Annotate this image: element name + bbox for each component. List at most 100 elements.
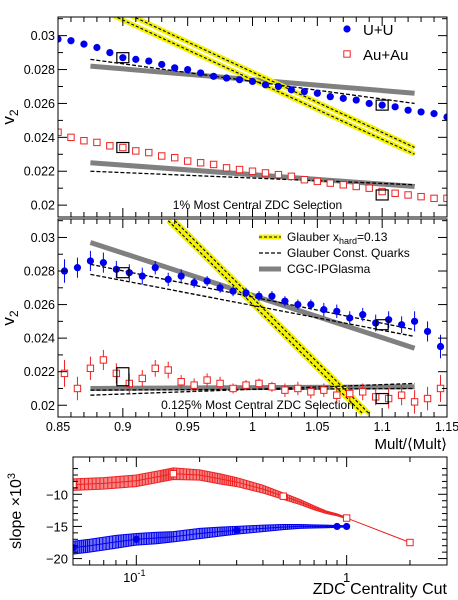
data-point (287, 172, 296, 181)
data-point (410, 317, 419, 325)
data-point (235, 165, 244, 174)
data-point (443, 113, 447, 121)
data-point (93, 138, 101, 147)
data-point (378, 101, 386, 109)
data-point (203, 277, 211, 285)
x-tick-label: 1.1 (373, 420, 390, 434)
data-point (430, 194, 438, 203)
data-point (391, 103, 399, 111)
data-point (222, 164, 231, 172)
model-line-glauber-xhard (174, 220, 370, 415)
data-point (132, 55, 140, 63)
data-point (359, 388, 367, 396)
legend-marker (343, 50, 351, 58)
data-point (216, 284, 224, 292)
y-tick-label: −10 (46, 487, 68, 502)
data-point (391, 189, 399, 197)
data-point (190, 279, 198, 287)
y-tick-label: 0.024 (24, 332, 55, 346)
data-point (410, 398, 419, 406)
data-point (281, 297, 289, 305)
data-point (210, 72, 218, 80)
data-point (423, 327, 432, 336)
data-point (352, 96, 360, 104)
data-point (106, 142, 114, 150)
plot-area (73, 467, 414, 555)
data-point (229, 287, 237, 295)
legend-label: Au+Au (363, 47, 408, 64)
series-line (73, 473, 411, 543)
data-point (300, 176, 309, 184)
panel-annotation: 1% Most Central ZDC Selection (173, 198, 342, 212)
y-axis-label: v2 (0, 310, 21, 326)
series-auau (58, 128, 447, 203)
model-line-glauber-xhard (167, 220, 364, 415)
data-point (378, 187, 386, 196)
series-uu (73, 522, 351, 555)
series-auau (73, 467, 414, 547)
data-point (397, 391, 406, 399)
data-point (406, 538, 414, 547)
data-point (151, 264, 159, 272)
y-axis-label-sub: 2 (7, 310, 21, 317)
data-point (294, 300, 302, 309)
series-uu (58, 35, 447, 121)
data-point (320, 306, 328, 314)
y-tick-label: 0.028 (24, 63, 55, 77)
data-point (281, 386, 289, 394)
legend-label-main: Glauber Const. Quarks (287, 246, 410, 260)
data-point (294, 384, 302, 393)
data-point (333, 391, 341, 399)
systematic-box (116, 367, 130, 387)
data-point (233, 526, 241, 534)
data-point (313, 177, 322, 186)
data-point (365, 184, 373, 192)
x-tick-label: 10-1 (123, 568, 145, 585)
x-tick-label: 0.85 (46, 420, 70, 434)
legend-label: Glauber Const. Quarks (287, 246, 410, 260)
model-line-glauber-cq (90, 273, 415, 338)
data-point (164, 366, 172, 374)
y-tick-label: 0.022 (24, 165, 55, 179)
data-point (184, 65, 192, 74)
data-point (268, 383, 276, 391)
data-point (359, 311, 367, 319)
panel-middle: 0.02 0.022 0.024 0.026 0.028 0.03 0.85 0.9 0.95 1… (0, 218, 458, 453)
model-line-glauber-xhard (114, 17, 415, 155)
data-point (67, 37, 75, 45)
data-point (196, 159, 205, 167)
data-point (313, 89, 321, 97)
data-point (171, 153, 179, 162)
model-line-cgc (90, 384, 415, 391)
x-tick-label: 1 (249, 420, 256, 434)
data-point (119, 54, 127, 62)
x-axis-label: Mult/⟨Mult⟩ (374, 436, 447, 453)
legend-label-main: Glauber x (287, 230, 339, 244)
legend-label: CGC-IPGlasma (287, 262, 371, 276)
panel-top: 0.02 0.022 0.024 0.026 0.028 0.03 v2 1% Most Ce… (0, 16, 448, 218)
data-point (73, 264, 82, 272)
systematic-box (375, 319, 389, 331)
data-point (106, 48, 114, 57)
systematic-box (116, 267, 130, 279)
y-axis-label-main: v (0, 116, 18, 125)
data-point (274, 170, 283, 179)
data-point (404, 106, 412, 114)
data-point (242, 289, 250, 297)
data-point (352, 182, 360, 191)
data-point (339, 181, 347, 189)
data-point (132, 147, 140, 155)
data-point (242, 381, 250, 389)
data-point (60, 369, 69, 378)
data-point (86, 257, 95, 265)
data-point (436, 342, 445, 351)
data-point (169, 470, 178, 478)
data-point (222, 74, 231, 82)
y-tick-label: −15 (46, 519, 68, 534)
systematic-box (116, 141, 130, 154)
data-point (58, 128, 62, 136)
data-point (430, 110, 438, 118)
legend-label: U+U (363, 22, 393, 39)
